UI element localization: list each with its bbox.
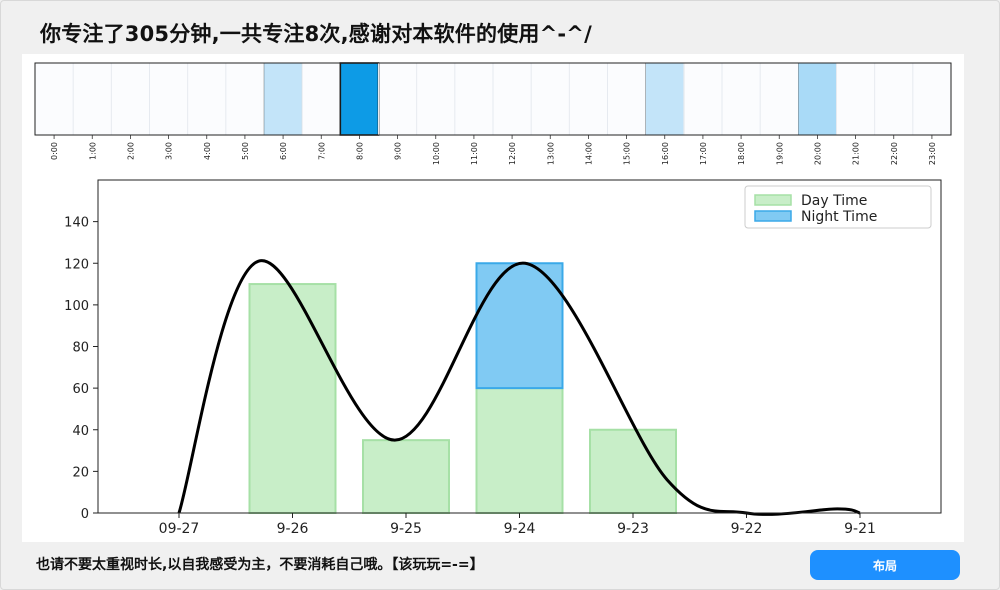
hour-label-3: 3:00 <box>165 142 174 160</box>
x-tick-label-1: 9-26 <box>277 521 309 537</box>
hour-label-0: 0:00 <box>50 142 59 160</box>
legend-swatch-night <box>754 210 792 222</box>
hour-label-21: 21:00 <box>852 142 861 165</box>
hour-label-4: 4:00 <box>203 142 212 160</box>
hour-label-10: 10:00 <box>432 142 441 165</box>
layout-button[interactable]: 布局 <box>810 550 960 580</box>
hour-label-20: 20:00 <box>813 142 822 165</box>
hour-cell-20 <box>798 62 837 136</box>
y-tick-label-3: 60 <box>72 382 89 397</box>
x-tick-label-3: 9-24 <box>504 521 536 537</box>
hour-label-5: 5:00 <box>241 142 250 160</box>
legend-label-day: Day Time <box>801 193 867 209</box>
x-tick-label-5: 9-22 <box>731 521 763 537</box>
hour-label-17: 17:00 <box>699 142 708 165</box>
bar-day-3 <box>475 387 564 514</box>
hour-cell-8 <box>339 62 380 136</box>
bar-day-1 <box>248 283 337 514</box>
legend-swatch-day <box>754 194 792 206</box>
trend-curve <box>177 259 861 516</box>
x-tick-label-6: 9-21 <box>844 521 876 537</box>
hour-label-2: 2:00 <box>126 142 135 160</box>
hour-label-22: 22:00 <box>890 142 899 165</box>
hour-label-18: 18:00 <box>737 142 746 165</box>
hour-label-15: 15:00 <box>623 142 632 165</box>
plot-frame <box>97 179 942 514</box>
hour-label-9: 9:00 <box>394 142 403 160</box>
hour-label-13: 13:00 <box>546 142 555 165</box>
hour-cell-16 <box>645 62 685 136</box>
hour-label-16: 16:00 <box>661 142 670 165</box>
y-tick-label-7: 140 <box>64 216 89 231</box>
y-tick-label-1: 20 <box>72 465 89 480</box>
focus-summary: 你专注了305分钟,一共专注8次,感谢对本软件的使用^-^/ <box>40 22 592 46</box>
y-tick-label-0: 0 <box>81 507 89 522</box>
hour-label-23: 23:00 <box>928 142 937 165</box>
footer-message: 也请不要太重视时长,以自我感受为主，不要消耗自己哦。【该玩玩=-=】 <box>36 557 484 573</box>
hour-label-19: 19:00 <box>775 142 784 165</box>
charts-canvas: 0:00 1:00 2:00 3:00 4:00 5:00 6:00 7:00 8:00 9:00… <box>34 62 952 537</box>
hour-cell-6 <box>263 62 303 136</box>
y-tick-label-5: 100 <box>64 299 89 314</box>
y-tick-label-6: 120 <box>64 257 89 272</box>
hour-label-14: 14:00 <box>584 142 593 165</box>
bar-day-2 <box>362 439 450 514</box>
x-tick-label-4: 9-23 <box>617 521 649 537</box>
bar-night-3 <box>475 262 564 390</box>
hour-strip-border <box>34 62 952 136</box>
x-tick-label-0: 09-27 <box>159 521 200 537</box>
y-tick-label-2: 40 <box>72 424 89 439</box>
hour-label-6: 6:00 <box>279 142 288 160</box>
x-tick-label-2: 9-25 <box>390 521 422 537</box>
hour-label-8: 8:00 <box>355 142 364 160</box>
bar-day-4 <box>589 428 677 514</box>
chart-panel: 0:00 1:00 2:00 3:00 4:00 5:00 6:00 7:00 8:00 9:00… <box>22 54 964 542</box>
legend-label-night: Night Time <box>801 209 877 225</box>
hour-label-12: 12:00 <box>508 142 517 165</box>
hour-label-7: 7:00 <box>317 142 326 160</box>
hour-label-11: 11:00 <box>470 142 479 165</box>
hour-label-1: 1:00 <box>88 142 97 160</box>
y-tick-label-4: 80 <box>72 341 89 356</box>
